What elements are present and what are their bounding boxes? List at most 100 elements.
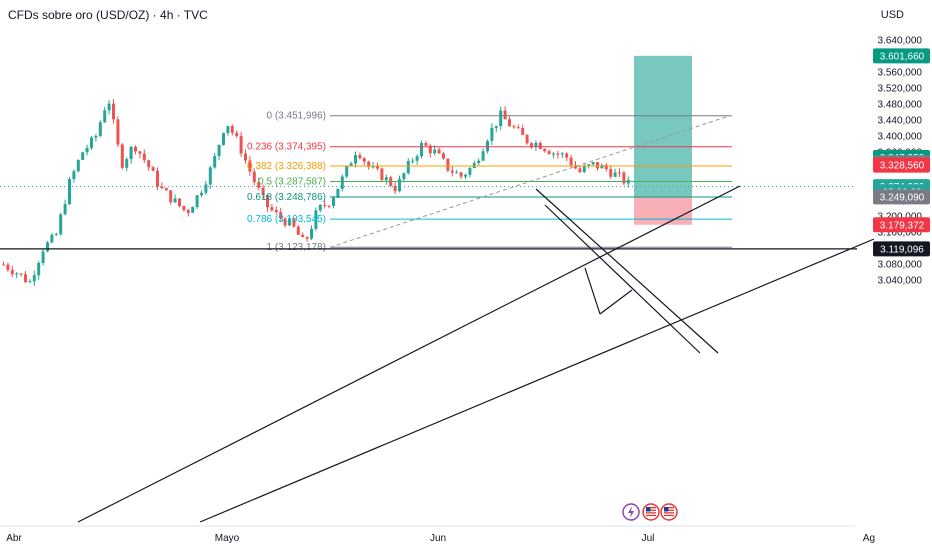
candle-body <box>107 103 111 111</box>
candle-body <box>2 264 5 266</box>
candle-body <box>63 204 67 215</box>
fib-level-label: 0 (3.451,996) <box>267 111 327 122</box>
candle-body <box>76 159 80 172</box>
candle-body <box>613 172 617 177</box>
candle-body <box>230 126 234 133</box>
candle-body <box>28 281 32 283</box>
candle-body <box>622 172 626 184</box>
candle-body <box>508 119 511 127</box>
price-badge-bg <box>873 189 930 205</box>
candle-body <box>538 142 542 150</box>
candle-body <box>574 165 577 169</box>
candle-body <box>534 142 538 147</box>
x-tick-label: Mayo <box>215 533 240 544</box>
candle-body <box>50 235 54 243</box>
flag-stripe <box>664 512 674 514</box>
trend-line[interactable] <box>544 204 701 354</box>
candle-body <box>32 275 36 282</box>
candle-body <box>24 274 27 283</box>
candle-body <box>450 170 454 173</box>
price-badge-bg <box>873 217 930 233</box>
candle-body <box>305 237 309 239</box>
us-flag-icon[interactable] <box>660 503 678 521</box>
y-tick-label: 3.200,000 <box>878 212 923 223</box>
candle-body <box>164 188 168 191</box>
candle-body <box>358 155 362 159</box>
trend-line[interactable] <box>199 238 875 523</box>
candle-body <box>477 160 481 164</box>
candle-body <box>98 122 102 136</box>
candle-body <box>424 142 428 146</box>
trend-lines <box>0 185 875 523</box>
flag-canton <box>664 507 669 512</box>
currency-label: USD <box>880 9 904 21</box>
candle-body <box>437 149 441 154</box>
flag-stripe <box>664 507 674 509</box>
lightning-icon[interactable] <box>622 503 640 521</box>
candle-body <box>354 155 357 164</box>
candle-body <box>59 214 63 235</box>
candle-body <box>543 149 547 152</box>
candle-body <box>85 147 89 153</box>
candle-body <box>332 197 335 206</box>
trend-line[interactable] <box>599 289 633 315</box>
stop-zone[interactable] <box>634 196 692 225</box>
fib-level-label: 0.618 (3.248,786) <box>247 192 326 203</box>
trend-line[interactable] <box>584 267 601 315</box>
candle-body <box>310 228 313 239</box>
candle-body <box>318 204 322 211</box>
candle-body <box>134 146 137 152</box>
candle-body <box>569 157 573 166</box>
target-zone[interactable] <box>634 55 692 197</box>
trend-line[interactable] <box>77 185 741 523</box>
candle-body <box>292 218 296 227</box>
price-badge: 3.249,090 <box>873 189 930 205</box>
candle-body <box>235 132 239 137</box>
candle-body <box>314 210 318 229</box>
candle-body <box>10 269 14 275</box>
candle-body <box>446 158 450 171</box>
candle-body <box>376 166 379 169</box>
price-badge-bg <box>873 48 930 64</box>
x-tick-label: Ag <box>863 533 875 544</box>
trend-line[interactable] <box>535 188 719 354</box>
time-axis: Abr Mayo Jun Jul Ag <box>0 525 875 544</box>
candle-body <box>147 160 151 168</box>
candle-body <box>138 151 142 154</box>
candle-body <box>103 110 107 123</box>
candle-body <box>512 126 516 128</box>
candle-body <box>433 149 437 154</box>
candle-body <box>248 160 252 172</box>
y-tick-label: 3.480,000 <box>878 100 923 111</box>
flag-stripe <box>664 509 674 511</box>
fib-level-label: 0.236 (3.374,395) <box>247 142 326 153</box>
flag-stripe <box>664 514 674 517</box>
candle-body <box>37 262 41 276</box>
candle-body <box>464 174 467 177</box>
flag-stripe <box>646 514 656 517</box>
candle-body <box>156 170 159 187</box>
candle-body <box>362 158 366 162</box>
candle-body <box>327 205 331 207</box>
price-badge: 3.179,372 <box>873 217 930 233</box>
y-tick-label: 3.440,000 <box>878 116 923 127</box>
price-badge-text: 3.179,372 <box>880 220 925 231</box>
us-flag-icon[interactable] <box>642 503 660 521</box>
candle-body <box>226 126 230 133</box>
price-badge: 3.328,560 <box>873 157 930 173</box>
candle-body <box>257 182 261 188</box>
candle-body <box>160 186 164 189</box>
candle-body <box>323 204 327 206</box>
price-badge-text: 3.601,660 <box>880 51 925 62</box>
price-badge-text: 3.119,096 <box>880 244 924 255</box>
flag-stripe <box>646 507 656 509</box>
candle-body <box>415 156 419 161</box>
candle-body <box>151 167 155 171</box>
candle-body <box>288 218 291 226</box>
candle-body <box>270 207 274 211</box>
candle-body <box>283 218 287 226</box>
candle-body <box>499 110 503 127</box>
x-tick-label: Jul <box>642 533 655 544</box>
candle-body <box>442 153 445 159</box>
